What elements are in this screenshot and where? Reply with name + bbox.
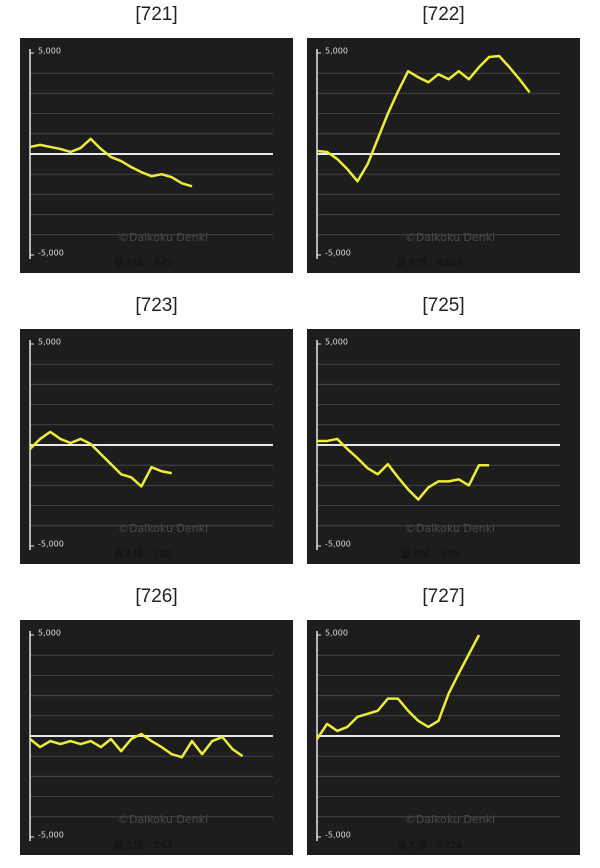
data-line <box>317 437 490 501</box>
max-label: 最大値：4896 <box>397 256 462 269</box>
max-label: 最大値：702 <box>113 547 172 560</box>
max-label: 最大値：845 <box>113 256 172 269</box>
data-line <box>316 54 531 183</box>
chart: [723] 5,000 -5,000 ©Daikoku Denki 最大値：702 <box>20 295 293 564</box>
data-line <box>315 634 481 740</box>
plot-background <box>20 329 293 564</box>
y-tick-label: 5,000 <box>38 629 61 638</box>
chart-title: [727] <box>422 586 464 607</box>
plot-background <box>307 620 580 855</box>
chart: [722] 5,000 -5,000 ©Daikoku Denki 最大値：4896 <box>307 4 580 273</box>
data-line <box>29 732 244 759</box>
chart: [726] 5,000 -5,000 ©Daikoku Denki 最大値：243 <box>20 586 293 855</box>
chart: [727] 5,000 -5,000 ©Daikoku Denki 最大値：7226 <box>307 586 580 855</box>
watermark: ©Daikoku Denki <box>405 231 495 244</box>
y-tick-label: -5,000 <box>38 831 64 840</box>
chart: [725] 5,000 -5,000 ©Daikoku Denki 最大値：389 <box>307 295 580 564</box>
chart-title: [721] <box>135 4 177 25</box>
plot-background <box>20 38 293 273</box>
data-line <box>29 430 172 488</box>
y-tick-label: 5,000 <box>325 47 348 56</box>
watermark: ©Daikoku Denki <box>405 813 495 826</box>
watermark: ©Daikoku Denki <box>118 813 208 826</box>
chart-title: [722] <box>422 4 464 25</box>
plot-background <box>20 620 293 855</box>
watermark: ©Daikoku Denki <box>118 522 208 535</box>
y-tick-label: -5,000 <box>38 249 64 258</box>
chart-title: [725] <box>422 295 464 316</box>
max-label: 最大値：7226 <box>397 838 462 851</box>
y-tick-label: -5,000 <box>325 540 351 549</box>
chart-title: [726] <box>135 586 177 607</box>
y-tick-label: 5,000 <box>38 338 61 347</box>
y-tick-label: -5,000 <box>325 831 351 840</box>
y-tick-label: 5,000 <box>38 47 61 56</box>
watermark: ©Daikoku Denki <box>118 231 208 244</box>
data-line <box>29 137 193 188</box>
chart: [721] 5,000 -5,000 ©Daikoku Denki 最大値：845 <box>20 4 293 273</box>
max-label: 最大値：389 <box>400 547 459 560</box>
max-label: 最大値：243 <box>113 838 172 851</box>
chart-title: [723] <box>135 295 177 316</box>
watermark: ©Daikoku Denki <box>405 522 495 535</box>
plot-background <box>307 329 580 564</box>
y-tick-label: 5,000 <box>325 338 348 347</box>
y-tick-label: 5,000 <box>325 629 348 638</box>
y-tick-label: -5,000 <box>38 540 64 549</box>
y-tick-label: -5,000 <box>325 249 351 258</box>
